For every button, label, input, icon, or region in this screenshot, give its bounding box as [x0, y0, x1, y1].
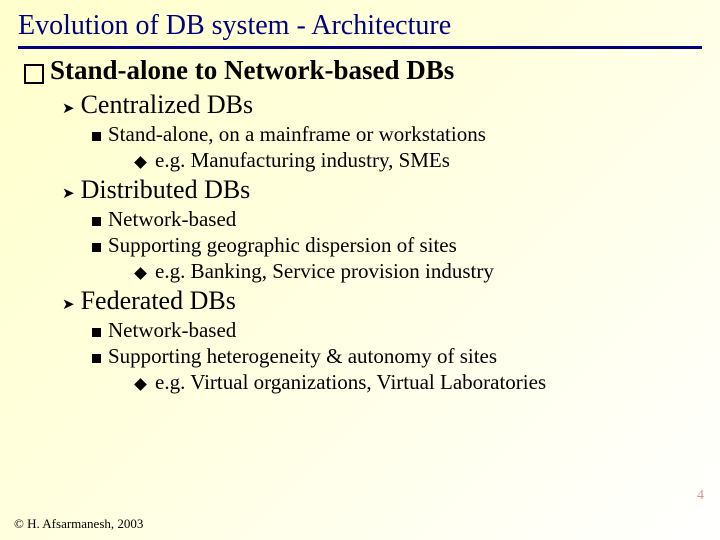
sub-bullet-item: e.g. Manufacturing industry, SMEs — [136, 148, 702, 173]
sub-bullet-text: e.g. Manufacturing industry, SMEs — [155, 148, 450, 173]
bullet-text: Supporting geographic dispersion of site… — [108, 233, 457, 258]
square-bullet-icon — [92, 217, 101, 226]
square-bullet-icon — [92, 243, 101, 252]
title-underline — [18, 46, 702, 49]
main-heading: Stand-alone to Network-based DBs — [24, 55, 702, 86]
bullet-item: Stand-alone, on a mainframe or workstati… — [92, 122, 702, 147]
bullet-text: Supporting heterogeneity & autonomy of s… — [108, 344, 497, 369]
diamond-bullet-icon — [134, 156, 147, 169]
bullet-text: Stand-alone, on a mainframe or workstati… — [108, 122, 486, 147]
sub-bullet-text: e.g. Banking, Service provision industry — [155, 259, 494, 284]
main-heading-text: Stand-alone to Network-based DBs — [50, 55, 454, 86]
bullet-item: Network-based — [92, 207, 702, 232]
square-bullet-icon — [92, 354, 101, 363]
arrow-bullet-icon: ➤ — [62, 187, 75, 202]
arrow-bullet-icon: ➤ — [62, 102, 75, 117]
diamond-bullet-icon — [134, 378, 147, 391]
slide-title: Evolution of DB system - Architecture — [18, 10, 702, 42]
bullet-text: Network-based — [108, 207, 236, 232]
bullet-text: Network-based — [108, 318, 236, 343]
bullet-item: Supporting geographic dispersion of site… — [92, 233, 702, 258]
section-heading: ➤ Federated DBs — [62, 286, 702, 316]
square-bullet-icon — [92, 132, 101, 141]
square-bullet-icon — [92, 328, 101, 337]
bullet-item: Supporting heterogeneity & autonomy of s… — [92, 344, 702, 369]
section-title: Distributed DBs — [81, 175, 251, 205]
section-heading: ➤ Distributed DBs — [62, 175, 702, 205]
arrow-bullet-icon: ➤ — [62, 298, 75, 313]
slide: Evolution of DB system - Architecture St… — [0, 0, 720, 540]
section-title: Federated DBs — [81, 286, 236, 316]
sub-bullet-item: e.g. Banking, Service provision industry — [136, 259, 702, 284]
bullet-item: Network-based — [92, 318, 702, 343]
section-heading: ➤ Centralized DBs — [62, 90, 702, 120]
page-number: 4 — [697, 488, 704, 504]
copyright-footer: © H. Afsarmanesh, 2003 — [14, 516, 143, 532]
section-title: Centralized DBs — [81, 90, 254, 120]
sub-bullet-text: e.g. Virtual organizations, Virtual Labo… — [155, 370, 546, 395]
square-outline-bullet-icon — [24, 64, 44, 84]
sub-bullet-item: e.g. Virtual organizations, Virtual Labo… — [136, 370, 702, 395]
diamond-bullet-icon — [134, 267, 147, 280]
